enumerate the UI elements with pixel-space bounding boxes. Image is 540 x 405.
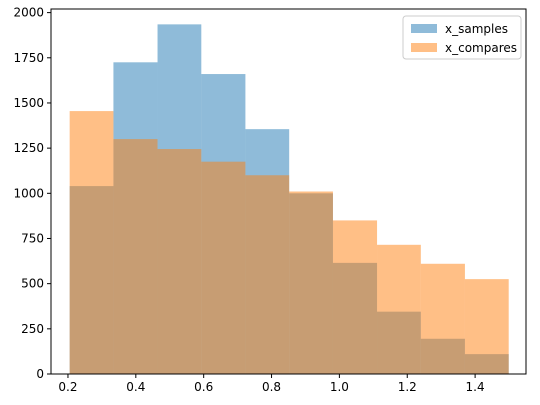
y-tick-label: 0 bbox=[36, 367, 44, 381]
y-tick-label: 1750 bbox=[13, 51, 44, 65]
x-tick-label: 1.2 bbox=[398, 380, 417, 394]
y-axis: 0 250 500 750 1000 1250 1500 1750 2000 bbox=[13, 6, 51, 381]
bar-x_compares-5 bbox=[289, 191, 333, 374]
legend-swatch-x_compares bbox=[411, 43, 437, 52]
bar-x_compares-9 bbox=[464, 279, 509, 374]
bar-x_compares-4 bbox=[245, 175, 290, 374]
x-tick-label: 0.8 bbox=[262, 380, 281, 394]
bar-x_compares-0 bbox=[69, 111, 114, 374]
bar-x_compares-8 bbox=[420, 263, 465, 374]
y-tick-label: 1500 bbox=[13, 96, 44, 110]
x-tick-label: 1.0 bbox=[330, 380, 349, 394]
legend: x_samples x_compares bbox=[402, 15, 522, 60]
x-tick-label: 0.6 bbox=[194, 380, 213, 394]
y-tick-label: 750 bbox=[21, 231, 44, 245]
legend-label-x_samples: x_samples bbox=[445, 22, 508, 36]
x-tick-label: 1.4 bbox=[466, 380, 485, 394]
bar-x_compares-6 bbox=[332, 220, 378, 374]
axes-frame bbox=[50, 8, 527, 375]
y-tick-label: 1250 bbox=[13, 141, 44, 155]
x-tick-label: 0.2 bbox=[58, 380, 77, 394]
x-tick-label: 0.4 bbox=[126, 380, 145, 394]
x-axis: 0.2 0.4 0.6 0.8 1.0 1.2 1.4 bbox=[58, 374, 485, 394]
legend-label-x_compares: x_compares bbox=[445, 41, 517, 55]
y-tick-label: 500 bbox=[21, 277, 44, 291]
y-tick-label: 2000 bbox=[13, 6, 44, 20]
bar-x_compares-2 bbox=[157, 149, 202, 374]
legend-swatch-x_samples bbox=[411, 24, 437, 33]
bars-layer bbox=[69, 24, 509, 375]
y-tick-label: 250 bbox=[21, 322, 44, 336]
series-x_compares bbox=[69, 111, 509, 374]
bar-x_compares-7 bbox=[377, 244, 421, 374]
bar-x_compares-3 bbox=[201, 161, 246, 374]
y-tick-label: 1000 bbox=[13, 186, 44, 200]
bar-x_compares-1 bbox=[113, 139, 158, 374]
